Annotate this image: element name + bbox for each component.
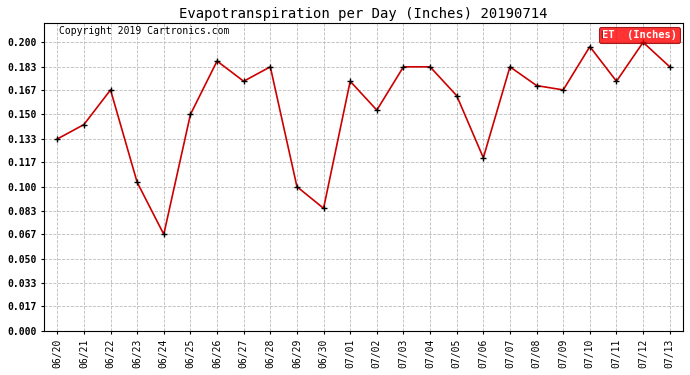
- Text: Copyright 2019 Cartronics.com: Copyright 2019 Cartronics.com: [59, 26, 229, 36]
- Legend: ET  (Inches): ET (Inches): [599, 27, 680, 43]
- Title: Evapotranspiration per Day (Inches) 20190714: Evapotranspiration per Day (Inches) 2019…: [179, 7, 548, 21]
